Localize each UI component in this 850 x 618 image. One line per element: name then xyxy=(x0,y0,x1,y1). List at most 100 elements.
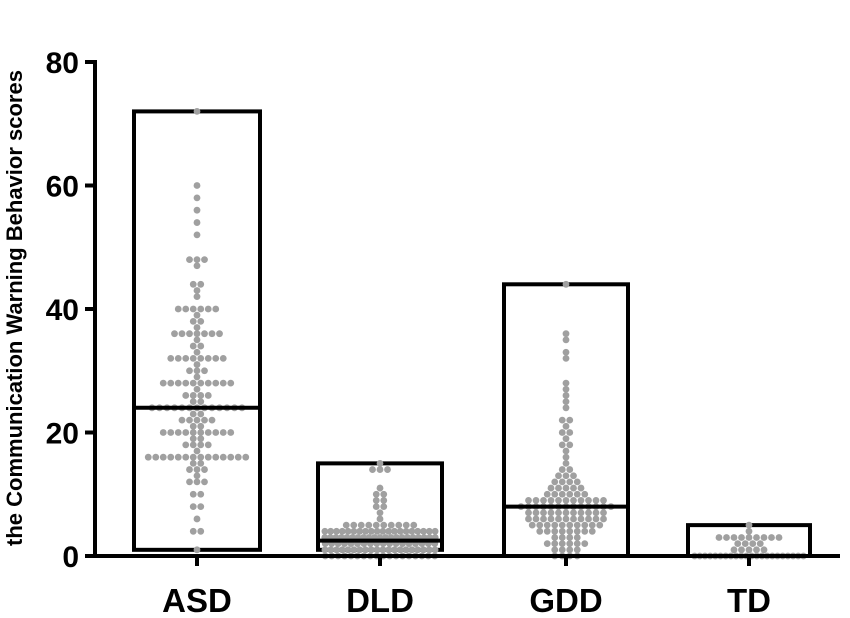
data-point-dld xyxy=(396,527,404,535)
data-point-asd xyxy=(204,355,212,362)
data-point-asd xyxy=(204,392,212,399)
data-point-gdd xyxy=(562,398,570,406)
data-point-asd xyxy=(193,515,201,523)
data-point-td xyxy=(745,527,753,535)
data-point-asd xyxy=(197,527,205,535)
data-point-gdd xyxy=(581,527,589,535)
data-point-gdd xyxy=(558,490,566,498)
data-point-dld xyxy=(344,546,352,554)
data-point-asd xyxy=(197,429,205,436)
data-point-gdd xyxy=(543,527,551,535)
data-point-asd xyxy=(182,379,190,387)
x-tick-label-td: TD xyxy=(727,582,771,618)
data-point-gdd xyxy=(532,497,540,504)
data-point-dld xyxy=(414,527,422,535)
data-point-gdd xyxy=(532,515,540,523)
y-tick-label: 20 xyxy=(46,418,79,451)
data-point-gdd xyxy=(581,521,589,529)
data-point-gdd xyxy=(540,515,547,523)
data-point-asd xyxy=(159,453,167,461)
data-point-gdd xyxy=(558,466,566,473)
data-point-asd xyxy=(182,305,190,313)
data-point-gdd xyxy=(562,472,570,480)
data-point-asd xyxy=(178,416,186,424)
data-point-td xyxy=(760,546,768,554)
data-point-gdd xyxy=(566,527,574,535)
data-point-gdd xyxy=(547,484,555,492)
data-point-dld xyxy=(372,503,380,510)
data-point-gdd xyxy=(555,497,562,504)
data-point-gdd xyxy=(555,509,562,517)
data-point-gdd xyxy=(566,540,574,548)
data-point-dld xyxy=(408,546,416,554)
data-point-gdd xyxy=(536,527,544,535)
data-point-asd xyxy=(204,429,212,436)
data-point-gdd xyxy=(573,546,581,554)
data-point-asd xyxy=(201,367,208,375)
data-point-asd xyxy=(189,392,197,399)
data-point-asd xyxy=(216,330,223,338)
data-point-asd xyxy=(197,305,205,313)
y-tick-label: 0 xyxy=(62,541,79,574)
data-point-dld xyxy=(344,527,352,535)
data-point-dld xyxy=(338,527,346,535)
data-point-td xyxy=(745,521,753,529)
data-point-td xyxy=(741,540,749,548)
data-point-asd xyxy=(193,231,201,239)
data-point-dld xyxy=(327,546,335,554)
data-point-dld xyxy=(425,546,433,554)
data-point-gdd xyxy=(573,527,581,535)
data-point-asd xyxy=(152,453,160,461)
data-point-dld xyxy=(376,459,384,467)
data-point-asd xyxy=(189,342,197,350)
data-point-asd xyxy=(201,416,208,424)
data-point-dld xyxy=(379,527,387,535)
data-point-dld xyxy=(387,521,395,529)
data-point-gdd xyxy=(570,472,577,480)
data-point-gdd xyxy=(547,515,555,523)
data-point-gdd xyxy=(573,540,581,548)
data-point-gdd xyxy=(525,515,532,523)
data-point-dld xyxy=(402,527,410,535)
data-point-dld xyxy=(431,546,439,554)
data-point-asd xyxy=(197,379,205,387)
data-point-gdd xyxy=(566,466,574,473)
data-point-dld xyxy=(396,546,404,554)
data-point-asd xyxy=(182,392,190,399)
data-point-gdd xyxy=(566,416,574,424)
data-point-gdd xyxy=(558,441,566,449)
data-point-td xyxy=(734,540,742,548)
data-point-asd xyxy=(193,546,201,554)
data-point-dld xyxy=(380,503,388,510)
y-tick-label: 40 xyxy=(46,294,79,327)
data-point-gdd xyxy=(555,515,562,523)
data-point-dld xyxy=(350,527,358,535)
data-point-gdd xyxy=(540,509,547,517)
data-point-gdd xyxy=(540,497,547,504)
data-point-asd xyxy=(189,435,197,443)
data-point-gdd xyxy=(566,546,574,554)
x-tick-label-dld: DLD xyxy=(346,582,414,618)
data-point-dld xyxy=(362,546,369,554)
data-point-asd xyxy=(212,355,220,362)
data-point-asd xyxy=(174,305,182,313)
data-point-gdd xyxy=(562,280,570,288)
data-point-dld xyxy=(369,466,376,473)
data-point-gdd xyxy=(566,521,574,529)
data-point-asd xyxy=(193,385,201,393)
data-point-gdd xyxy=(562,379,570,387)
data-point-asd xyxy=(167,453,175,461)
data-point-td xyxy=(749,540,757,548)
data-point-asd xyxy=(178,330,186,338)
data-point-asd xyxy=(189,280,197,288)
data-point-gdd xyxy=(570,484,577,492)
data-point-gdd xyxy=(573,478,581,486)
data-point-asd xyxy=(193,361,201,368)
data-point-asd xyxy=(212,305,220,313)
data-point-dld xyxy=(376,509,384,517)
data-point-dld xyxy=(385,527,393,535)
data-point-asd xyxy=(227,453,235,461)
data-point-dld xyxy=(425,527,433,535)
data-point-asd xyxy=(193,336,201,344)
data-point-asd xyxy=(197,441,205,449)
